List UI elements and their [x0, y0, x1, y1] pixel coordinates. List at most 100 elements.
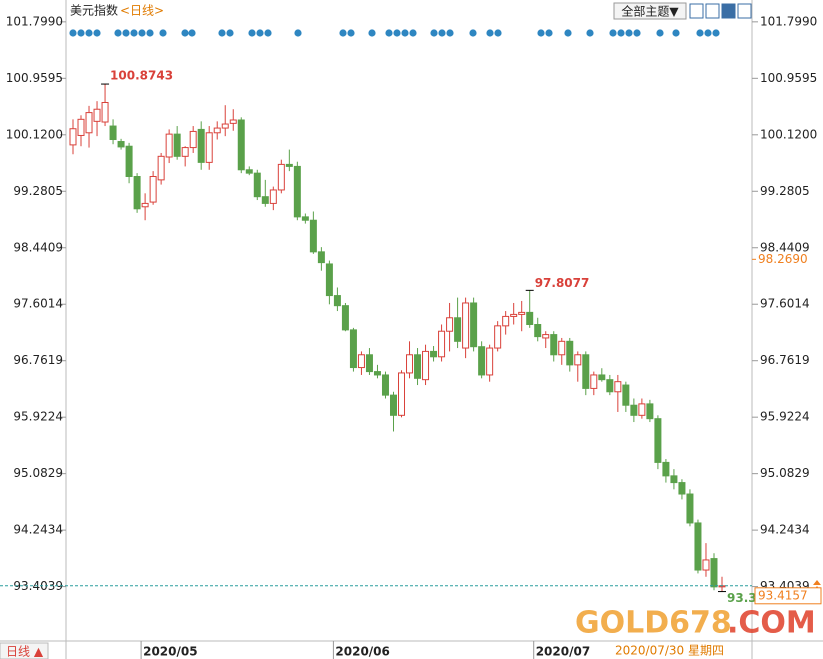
event-dot	[69, 29, 77, 37]
event-dot	[347, 29, 355, 37]
event-dot	[256, 29, 264, 37]
y-tick-label: 99.2805	[13, 184, 63, 198]
candle-body	[165, 133, 173, 158]
y-tick-label: 94.2434	[13, 523, 63, 537]
candle-body	[357, 354, 365, 369]
y-tick-label: 100.9595	[6, 71, 63, 85]
y-tick-label: 97.6014	[760, 297, 810, 311]
candle-body	[93, 108, 101, 122]
candle-body	[622, 384, 630, 406]
event-dot	[393, 29, 401, 37]
y-tick-label: 101.7990	[760, 14, 817, 28]
toolbar	[689, 3, 752, 19]
event-dot	[385, 29, 393, 37]
event-dot	[696, 29, 704, 37]
watermark: .COM	[727, 606, 816, 641]
candle-body	[438, 330, 446, 358]
y-tick-label: 95.9224	[13, 410, 63, 424]
candle-body	[237, 119, 245, 171]
candle-body	[109, 125, 117, 141]
tool-icon[interactable]	[705, 3, 720, 19]
marker-label: 98.2690	[758, 252, 808, 266]
event-dot	[188, 29, 196, 37]
event-dot	[248, 29, 256, 37]
event-dot	[339, 29, 347, 37]
x-tick-label: 2020/06	[335, 645, 389, 659]
event-dot	[545, 29, 553, 37]
candle-body	[462, 302, 470, 349]
chart-subtitle: <日线>	[120, 4, 164, 18]
candle-body	[309, 219, 317, 253]
candle-body	[550, 334, 558, 356]
candle-body	[285, 163, 293, 167]
event-dot	[146, 29, 154, 37]
candle-body	[389, 394, 397, 416]
event-dot	[409, 29, 417, 37]
scroll-icon[interactable]	[813, 580, 821, 591]
candle-body	[454, 317, 462, 342]
last-price-label: 93.4157	[758, 588, 808, 602]
event-dot	[438, 29, 446, 37]
candle-body	[478, 346, 486, 376]
candle-body	[325, 263, 333, 297]
candle-body	[349, 329, 357, 369]
candle-body	[518, 311, 526, 315]
candle-body	[181, 147, 189, 157]
y-tick-label: 95.0829	[13, 466, 63, 480]
chart-title: 美元指数	[70, 3, 118, 18]
event-dot	[672, 29, 680, 37]
candle-body	[446, 317, 454, 332]
candle-body	[77, 118, 85, 136]
event-dot	[122, 29, 130, 37]
menu-button[interactable]	[613, 2, 687, 20]
candle-body	[85, 112, 93, 134]
candle-body	[173, 133, 181, 157]
event-dot	[617, 29, 625, 37]
candle-body	[502, 315, 510, 327]
candle-body	[333, 295, 341, 307]
tool-icon[interactable]	[737, 3, 752, 19]
period-label[interactable]: 日线 ▲	[6, 645, 44, 659]
candle-body	[229, 119, 237, 124]
y-tick-label: 100.9595	[760, 71, 817, 85]
candle-body	[133, 176, 141, 210]
event-dot	[609, 29, 617, 37]
candle-body	[494, 325, 502, 349]
candle-body	[566, 340, 574, 366]
event-dot	[469, 29, 477, 37]
event-dot	[368, 29, 376, 37]
candle-body	[221, 123, 229, 129]
extreme-label: 97.8077	[535, 276, 590, 290]
candle-body	[590, 374, 598, 389]
candle-body	[702, 559, 710, 571]
y-tick-label: 94.2434	[760, 523, 810, 537]
event-dot	[401, 29, 409, 37]
event-dot	[494, 29, 502, 37]
candle-body	[141, 202, 149, 208]
event-dot	[537, 29, 545, 37]
y-tick-label: 97.6014	[13, 297, 63, 311]
candle-body	[670, 475, 678, 484]
event-dot	[446, 29, 454, 37]
period-button[interactable]	[0, 642, 49, 659]
tool-icon[interactable]	[721, 3, 736, 19]
candle-body	[213, 127, 221, 134]
candle-body	[301, 216, 309, 221]
candle-body	[269, 189, 277, 204]
candle-body	[317, 251, 325, 264]
candle-body	[678, 482, 686, 495]
event-dot	[181, 29, 189, 37]
candle-body	[710, 558, 718, 588]
event-dot	[586, 29, 594, 37]
candle-body	[606, 379, 614, 393]
candle-body	[582, 354, 590, 389]
candle-body	[197, 128, 205, 163]
candle-body	[422, 350, 430, 381]
candle-body	[157, 155, 165, 181]
tool-icon[interactable]	[689, 3, 704, 19]
menu-label[interactable]: 全部主题▼	[621, 4, 679, 19]
event-dot	[114, 29, 122, 37]
candle-body	[646, 403, 654, 420]
candle-body	[341, 305, 349, 331]
event-dot	[159, 29, 167, 37]
